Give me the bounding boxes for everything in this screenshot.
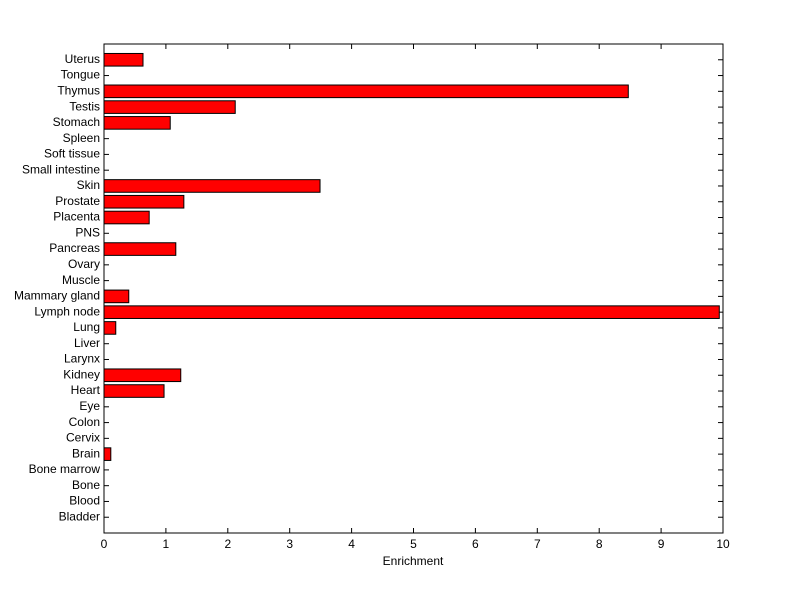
y-tick-label: Stomach [53,115,100,129]
y-tick-label: Cervix [66,431,100,445]
y-tick-label: Bone marrow [29,462,101,476]
y-tick-label: Small intestine [22,162,100,176]
y-tick-label: Blood [69,494,100,508]
bar [103,289,130,304]
bar [103,52,144,67]
y-tick-label: Lung [73,320,100,334]
y-tick-label: Pancreas [49,241,100,255]
x-tick-label: 1 [163,537,170,551]
bar [103,100,236,114]
bar [103,179,321,193]
y-tick-label: Heart [71,383,101,397]
y-tick-label: Uterus [65,52,100,66]
x-tick-label: 0 [101,537,108,551]
x-tick-label: 9 [658,537,665,551]
plot-frame [103,43,724,534]
y-tick-label: Soft tissue [44,147,100,161]
y-tick-label: Larynx [64,352,100,366]
x-tick-label: 10 [716,537,730,551]
bar [103,84,629,99]
y-tick-label: Brain [72,446,100,460]
bar [103,116,171,130]
y-tick-label: Testis [69,99,100,113]
x-tick-label: 5 [410,537,417,551]
x-tick-label: 7 [534,537,541,551]
bar [103,242,177,256]
y-tick-label: Prostate [55,194,100,208]
y-tick-label: Colon [69,415,100,429]
bar [103,447,112,461]
y-tick-label: Muscle [62,273,100,287]
bar [103,368,182,383]
y-tick-label: Lymph node [34,304,100,318]
y-tick-label: Bone [72,478,100,492]
x-axis-label: Enrichment [383,554,444,568]
y-tick-label: Ovary [68,257,100,271]
x-tick-label: 2 [224,537,231,551]
y-tick-label: Bladder [59,509,100,523]
x-tick-label: 3 [286,537,293,551]
y-tick-label: Spleen [63,131,100,145]
y-tick-label: PNS [75,225,100,239]
x-tick-label: 4 [348,537,355,551]
bar [103,321,117,335]
y-tick-label: Placenta [53,210,100,224]
x-tick-label: 8 [596,537,603,551]
y-tick-label: Thymus [57,83,100,97]
bar [103,384,165,398]
y-tick-label: Liver [74,336,100,350]
y-tick-label: Tongue [61,68,101,82]
y-tick-label: Skin [77,178,100,192]
x-tick-label: 6 [472,537,479,551]
y-tick-label: Eye [79,399,100,413]
y-tick-label: Kidney [63,367,100,381]
bar [103,210,150,225]
bar [103,305,720,319]
y-tick-label: Mammary gland [14,289,100,303]
bar [103,194,185,209]
